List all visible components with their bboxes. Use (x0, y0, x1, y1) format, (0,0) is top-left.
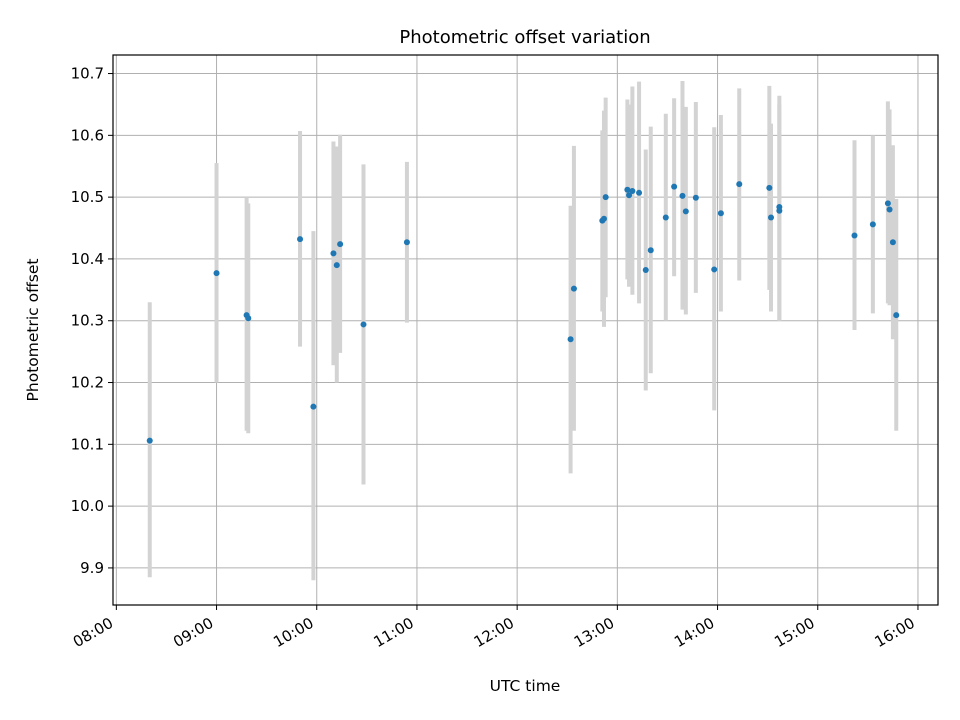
data-point (624, 186, 631, 193)
y-tick-label: 10.6 (71, 126, 104, 144)
data-point (330, 250, 337, 257)
data-point (570, 285, 577, 292)
data-point (297, 236, 304, 243)
data-point (692, 194, 699, 201)
data-point (682, 208, 689, 215)
data-point (711, 266, 718, 273)
data-point (629, 187, 636, 194)
x-tick-label: 15:00 (771, 614, 817, 651)
grid (113, 55, 938, 605)
data-point (146, 437, 153, 444)
data-point (776, 207, 783, 214)
data-point (403, 239, 410, 246)
error-bars (147, 80, 899, 581)
data-point (889, 239, 896, 246)
x-tick-label: 14:00 (671, 614, 717, 651)
x-tick-label: 12:00 (471, 614, 517, 651)
data-point (337, 241, 344, 248)
data-point (333, 262, 340, 269)
y-tick-label: 9.9 (80, 559, 104, 577)
data-point (213, 270, 220, 277)
y-tick-label: 10.0 (71, 497, 104, 515)
plot-frame (112, 54, 939, 606)
chart-title: Photometric offset variation (399, 27, 650, 48)
data-point (360, 321, 367, 328)
data-point (662, 214, 669, 221)
y-tick-label: 10.5 (71, 188, 104, 206)
data-points (146, 181, 900, 444)
data-point (767, 214, 774, 221)
data-point (642, 267, 649, 274)
y-tick-label: 10.4 (71, 250, 104, 268)
x-tick-label: 09:00 (170, 614, 216, 651)
y-tick-label: 10.1 (71, 435, 104, 453)
x-tick-label: 16:00 (872, 614, 918, 651)
data-point (245, 315, 252, 322)
y-tick-label: 10.7 (71, 65, 104, 83)
y-axis-title: Photometric offset (24, 259, 42, 402)
data-point (602, 194, 609, 201)
data-point (636, 189, 643, 196)
data-point (736, 181, 743, 188)
data-point (717, 210, 724, 217)
data-point (869, 221, 876, 228)
x-tick-label: 08:00 (70, 614, 116, 651)
y-tick-label: 10.2 (71, 374, 104, 392)
data-point (647, 247, 654, 254)
data-point (671, 183, 678, 190)
y-tick-label: 10.3 (71, 312, 104, 330)
data-point (567, 336, 574, 343)
data-point (851, 232, 858, 239)
x-tick-label: 13:00 (571, 614, 617, 651)
data-point (679, 192, 686, 199)
data-point (886, 206, 893, 213)
data-point (766, 184, 773, 191)
y-axis: 9.9 10.0 10.1 10.2 10.3 10.4 10.5 10.6 10.7 (71, 65, 113, 577)
x-tick-label: 10:00 (270, 614, 316, 651)
data-point (893, 312, 900, 319)
x-axis: 08:00 09:00 10:00 11:00 12:00 13:00 14:00 15:00… (70, 605, 919, 651)
x-axis-title: UTC time (490, 677, 561, 695)
data-point (884, 200, 891, 207)
data-point (626, 192, 633, 199)
data-point (600, 215, 607, 222)
data-point (310, 403, 317, 410)
x-tick-label: 11:00 (371, 614, 417, 651)
